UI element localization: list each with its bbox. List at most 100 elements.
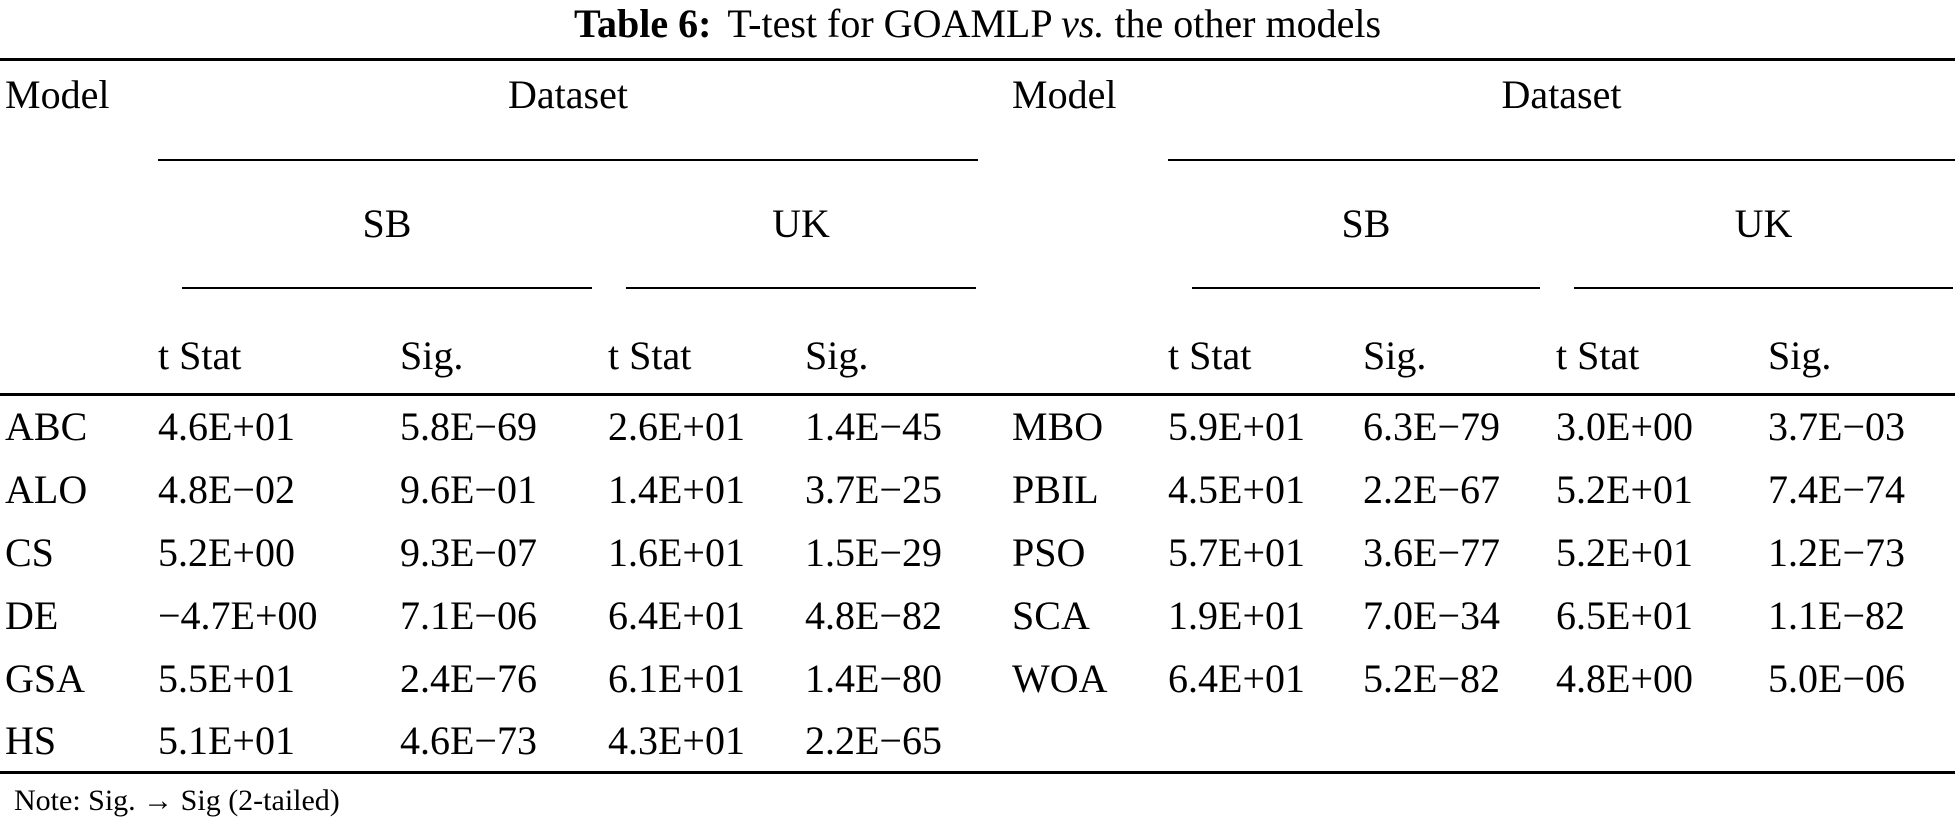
- caption-title: T-test for GOAMLP: [727, 1, 1062, 46]
- group-header-uk: UK: [626, 161, 977, 289]
- caption-vs-italic: vs.: [1061, 1, 1105, 46]
- sig-uk-value: 2.2E−65: [805, 709, 979, 774]
- model-name: GSA: [5, 655, 86, 701]
- model-name: CS: [5, 529, 54, 575]
- model-column-header: Model: [1012, 72, 1117, 117]
- empty-cell: [1750, 709, 1955, 774]
- sig-sb-value: 6.3E−79: [1363, 404, 1501, 450]
- spacer-cell: [978, 160, 1168, 289]
- tstat-uk-value: 6.5E+01: [1556, 592, 1694, 638]
- empty-cell: [1168, 709, 1364, 774]
- header-row-columns: t Stat Sig. t Stat Sig.: [978, 288, 1955, 396]
- sig-sb-value: 9.3E−07: [400, 529, 537, 575]
- table-footnote: Note: Sig. → Sig (2-tailed): [14, 784, 340, 817]
- tstat-sb-value: 5.2E+00: [158, 529, 295, 575]
- tstat-uk-value: 1.6E+01: [608, 529, 745, 575]
- sig-sb-value: 7.0E−34: [1363, 592, 1501, 638]
- sig-sb-value: 5.8E−69: [400, 404, 537, 450]
- col-header-tstat-sb: t Stat: [158, 288, 400, 396]
- col-header-tstat-uk: t Stat: [1556, 288, 1751, 396]
- ttest-table-left: Model Dataset SB UK t Stat Sig. t Stat S…: [0, 58, 979, 774]
- tstat-sb-value: 5.5E+01: [158, 655, 295, 701]
- sig-sb-value: 4.6E−73: [400, 709, 608, 774]
- sig-uk-value: 4.8E−82: [805, 592, 942, 638]
- header-row-dataset: Model Dataset: [978, 59, 1955, 161]
- sig-sb-value: 7.1E−06: [400, 592, 537, 638]
- spacer-cell: [0, 160, 158, 289]
- table-row: DE −4.7E+00 7.1E−06 6.4E+01 4.8E−82: [0, 584, 978, 647]
- table-row: CS 5.2E+00 9.3E−07 1.6E+01 1.5E−29: [0, 521, 978, 584]
- sig-sb-value: 5.2E−82: [1363, 655, 1501, 701]
- model-name: ABC: [5, 404, 88, 450]
- tstat-sb-value: 5.9E+01: [1168, 404, 1306, 450]
- model-name: WOA: [1012, 655, 1108, 701]
- col-header-sig-sb: Sig.: [1363, 288, 1557, 396]
- table-row: ABC 4.6E+01 5.8E−69 2.6E+01 1.4E−45: [0, 395, 978, 458]
- sig-uk-value: 1.4E−80: [805, 655, 942, 701]
- empty-cell: [1556, 709, 1751, 774]
- tstat-sb-value: −4.7E+00: [158, 592, 318, 638]
- tstat-uk-value: 1.4E+01: [608, 466, 745, 512]
- tstat-sb-value: 4.8E−02: [158, 466, 295, 512]
- table-row: WOA 6.4E+01 5.2E−82 4.8E+00 5.0E−06: [978, 647, 1955, 710]
- sig-sb-value: 9.6E−01: [400, 466, 537, 512]
- spacer-cell: [0, 288, 158, 396]
- tstat-uk-value: 3.0E+00: [1556, 404, 1694, 450]
- model-name: MBO: [1012, 404, 1104, 450]
- tstat-uk-value: 5.2E+01: [1556, 466, 1694, 512]
- sig-sb-value: 2.4E−76: [400, 655, 537, 701]
- sig-sb-value: 3.6E−77: [1363, 529, 1501, 575]
- sig-sb-value: 2.2E−67: [1363, 466, 1501, 512]
- header-row-groups: SB UK: [978, 160, 1955, 289]
- sig-uk-value: 5.0E−06: [1768, 655, 1906, 701]
- sig-uk-value: 1.2E−73: [1768, 529, 1906, 575]
- empty-cell: [1363, 709, 1557, 774]
- table-caption: Table 6: T-test for GOAMLP vs. the other …: [0, 0, 1955, 58]
- sig-uk-value: 1.1E−82: [1768, 592, 1906, 638]
- table-row: ALO 4.8E−02 9.6E−01 1.4E+01 3.7E−25: [0, 458, 978, 521]
- group-header-uk: UK: [1574, 161, 1954, 289]
- spacer-cell: [978, 288, 1169, 396]
- group-header-sb: SB: [1192, 161, 1541, 289]
- tstat-uk-value: 4.8E+00: [1556, 655, 1694, 701]
- tstat-sb-value: 5.7E+01: [1168, 529, 1306, 575]
- sig-uk-value: 3.7E−03: [1768, 404, 1906, 450]
- tstat-uk-value: 2.6E+01: [608, 404, 745, 450]
- ttest-table-right: Model Dataset SB UK t Stat Sig. t Stat S…: [978, 58, 1955, 774]
- model-name: ALO: [5, 466, 88, 512]
- tstat-sb-value: 4.5E+01: [1168, 466, 1306, 512]
- dataset-header: Dataset: [1168, 59, 1955, 161]
- caption-rest: the other models: [1104, 1, 1382, 46]
- header-row-dataset: Model Dataset: [0, 59, 979, 161]
- model-name: PSO: [1012, 529, 1086, 575]
- sig-uk-value: 7.4E−74: [1768, 466, 1906, 512]
- table-row: PBIL 4.5E+01 2.2E−67 5.2E+01 7.4E−74: [978, 458, 1955, 521]
- tstat-sb-value: 1.9E+01: [1168, 592, 1306, 638]
- dataset-header: Dataset: [158, 59, 979, 161]
- sig-uk-value: 1.4E−45: [805, 404, 942, 450]
- model-name: PBIL: [1012, 466, 1099, 512]
- col-header-tstat-uk: t Stat: [608, 288, 805, 396]
- col-header-sig-uk: Sig.: [1750, 288, 1955, 396]
- caption-table-number: Table 6:: [573, 1, 712, 46]
- sig-uk-value: 1.5E−29: [805, 529, 942, 575]
- table-row: GSA 5.5E+01 2.4E−76 6.1E+01 1.4E−80: [0, 647, 978, 710]
- group-header-sb: SB: [182, 161, 592, 289]
- tstat-uk-value: 6.1E+01: [608, 655, 745, 701]
- model-column-header: Model: [5, 72, 110, 117]
- table-row: PSO 5.7E+01 3.6E−77 5.2E+01 1.2E−73: [978, 521, 1955, 584]
- tstat-sb-value: 4.6E+01: [158, 404, 295, 450]
- tstat-uk-value: 4.3E+01: [608, 709, 805, 774]
- empty-cell: [978, 709, 1169, 774]
- header-row-groups: SB UK: [0, 160, 978, 289]
- table-row: MBO 5.9E+01 6.3E−79 3.0E+00 3.7E−03: [978, 395, 1955, 458]
- header-row-columns: t Stat Sig. t Stat Sig.: [0, 288, 979, 396]
- tstat-sb-value: 6.4E+01: [1168, 655, 1306, 701]
- model-name: SCA: [1012, 592, 1090, 638]
- table-row: HS 5.1E+01 4.6E−73 4.3E+01 2.2E−65: [0, 709, 979, 774]
- ttest-tables: Model Dataset SB UK t Stat Sig. t Stat S…: [0, 58, 1955, 774]
- sig-uk-value: 3.7E−25: [805, 466, 942, 512]
- model-name: HS: [0, 709, 158, 774]
- tstat-uk-value: 5.2E+01: [1556, 529, 1694, 575]
